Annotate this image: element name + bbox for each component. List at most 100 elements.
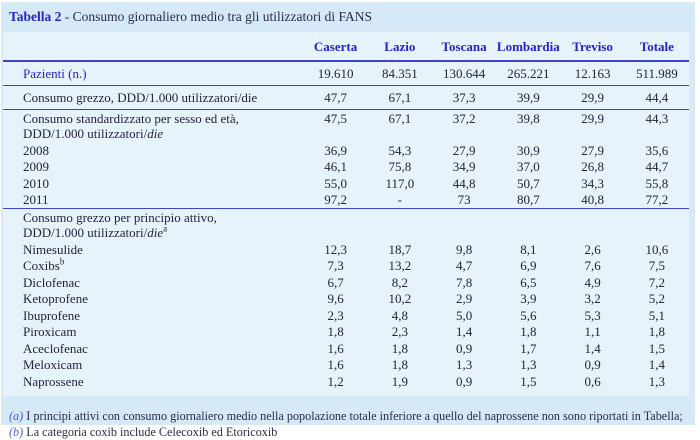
cell-lazio: 1,8: [391, 340, 408, 356]
cell-lombardia: 1,7: [520, 340, 537, 356]
cell-totale: 44,3: [645, 110, 669, 126]
row-label: Naprossene: [23, 373, 84, 389]
row-label: Diclofenac: [23, 274, 81, 290]
cell-treviso: 29,9: [581, 110, 604, 126]
cell-treviso: 26,8: [581, 159, 604, 174]
table-row: Pazienti (n.) 19.610 84.351 130.644 265.…: [3, 61, 689, 86]
cell-totale: 35,6: [645, 142, 669, 158]
column-header-toscana: Toscana: [441, 39, 487, 54]
cell-totale: 5,2: [648, 291, 665, 306]
row-label: Ibuprofene: [23, 307, 81, 323]
table-title: Tabella 2 - Consumo giornaliero medio tr…: [1, 2, 695, 25]
data-table-panel: Caserta Lazio Toscana Lombardia Treviso …: [3, 32, 689, 396]
row-label: 2009: [23, 159, 49, 174]
cell-toscana: 7,8: [455, 274, 473, 290]
cell-treviso: 3,2: [584, 291, 601, 306]
title-text: Consumo giornaliero medio tra gli utiliz…: [72, 9, 372, 24]
cell-lazio: 4,8: [391, 307, 408, 323]
cell-caserta: 1,6: [327, 340, 344, 356]
row-label: Consumo standardizzato per sesso ed età,…: [3, 110, 303, 143]
cell-toscana: 1,3: [455, 357, 473, 372]
cell-lazio: 8,2: [391, 274, 408, 290]
cell-lombardia: 1,3: [520, 357, 537, 372]
cell-treviso: 0,6: [584, 373, 601, 389]
cell-totale: 44,7: [645, 159, 669, 174]
row-label-line2: DDD/1.000 utilizzatori/diea: [23, 223, 168, 240]
table-number-label: Tabella 2: [9, 9, 62, 24]
header-empty-cell: [3, 32, 303, 61]
cell-treviso: 34,3: [581, 175, 604, 191]
cell-totale: 10,6: [645, 241, 669, 257]
row-label: Meloxicam: [23, 357, 83, 372]
row-label: Aceclofenac: [23, 340, 88, 356]
cell-toscana: 4,7: [455, 258, 473, 273]
cell-toscana: [432, 209, 496, 242]
cell-treviso: 4,9: [584, 274, 601, 290]
cell-lombardia: 1,5: [520, 373, 537, 389]
cell-lazio: 84.351: [381, 66, 418, 81]
cell-caserta: [303, 209, 367, 242]
cell-caserta: 19.610: [317, 66, 354, 81]
cell-totale: 5,1: [648, 307, 665, 323]
table-row: Consumo grezzo, DDD/1.000 utilizzatori/d…: [3, 86, 689, 110]
cell-lombardia: 30,9: [516, 142, 540, 158]
column-header-lazio: Lazio: [384, 39, 416, 54]
cell-caserta: 55,0: [324, 175, 347, 191]
cell-toscana: 73: [457, 192, 471, 207]
table-row: Piroxicam 1,8 2,3 1,4 1,8 1,1 1,8: [3, 324, 689, 341]
column-header-lombardia: Lombardia: [496, 39, 560, 54]
cell-lombardia: 6,5: [520, 274, 537, 290]
cell-toscana: 37,2: [452, 110, 476, 126]
cell-lazio: 75,8: [388, 159, 412, 174]
cell-lazio: 10,2: [388, 291, 412, 306]
table-row: Diclofenac 6,7 8,2 7,8 6,5 4,9 7,2: [3, 274, 689, 291]
table-row: Consumo grezzo per principio attivo, DDD/…: [3, 209, 689, 242]
table-row: Ketoprofene 9,6 10,2 2,9 3,9 3,2 5,2: [3, 291, 689, 308]
cell-treviso: 1,1: [584, 324, 601, 339]
table-row: Coxibsb 7,3 13,2 4,7 6,9 7,6 7,5: [3, 256, 689, 275]
footnote: (a) I principi attivi con consumo giorna…: [1, 408, 695, 440]
cell-treviso: 12.163: [574, 66, 611, 81]
cell-totale: 1,5: [648, 340, 665, 356]
cell-treviso: 7,6: [584, 258, 601, 273]
footnote-marker-a: (a): [9, 408, 24, 423]
cell-caserta: 6,7: [327, 274, 344, 290]
row-label: Consumo grezzo per principio attivo, DDD/…: [3, 209, 303, 242]
cell-lazio: 2,3: [391, 324, 408, 339]
row-label: 2010: [23, 175, 49, 191]
cell-totale: 77,2: [645, 192, 669, 207]
table-row: 2011 97,2 - 73 80,7 40,8 77,2: [3, 192, 689, 209]
row-label: Coxibsb: [23, 256, 65, 273]
cell-totale: 7,5: [648, 258, 665, 273]
cell-caserta: 1,8: [327, 324, 344, 339]
cell-toscana: 1,4: [455, 324, 473, 339]
table-row: Consumo standardizzato per sesso ed età,…: [3, 110, 689, 143]
cell-totale: 44,4: [645, 90, 669, 105]
cell-lazio: 117,0: [385, 175, 415, 191]
cell-caserta: 1,6: [327, 357, 344, 372]
cell-toscana: 34,9: [452, 159, 476, 174]
cell-lazio: 1,9: [391, 373, 408, 389]
cell-treviso: 29,9: [581, 90, 604, 105]
cell-lombardia: 265.221: [507, 66, 550, 81]
cell-lazio: 67,1: [388, 110, 412, 126]
row-label: Nimesulide: [23, 241, 83, 257]
cell-totale: 1,3: [648, 373, 665, 389]
table-body: Pazienti (n.) 19.610 84.351 130.644 265.…: [3, 61, 689, 390]
cell-treviso: 5,3: [584, 307, 601, 323]
cell-lombardia: 5,6: [520, 307, 537, 323]
row-label: Ketoprofene: [23, 291, 88, 306]
cell-totale: 7,2: [648, 274, 665, 290]
cell-caserta: 1,2: [327, 373, 344, 389]
cell-lazio: [368, 209, 432, 242]
row-label: Pazienti (n.): [23, 66, 87, 81]
cell-totale: [625, 209, 689, 242]
cell-totale: 55,8: [645, 175, 669, 191]
table-row: Meloxicam 1,6 1,8 1,3 1,3 0,9 1,4: [3, 357, 689, 374]
cell-treviso: 0,9: [584, 357, 601, 372]
cell-caserta: 97,2: [324, 192, 347, 207]
cell-lombardia: 1,8: [520, 324, 537, 339]
cell-caserta: 2,3: [327, 307, 344, 323]
cell-toscana: 0,9: [455, 340, 473, 356]
cell-lazio: 13,2: [388, 258, 412, 273]
